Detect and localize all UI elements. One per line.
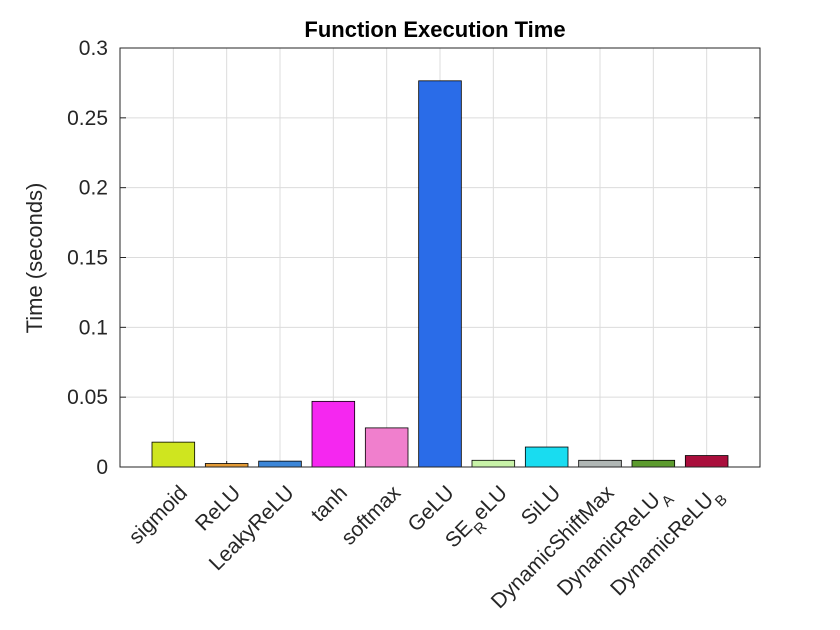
y-tick-label: 0.2 (79, 177, 108, 200)
plot-frame (119, 47, 761, 468)
x-tick-label-main: sigmoid (124, 481, 191, 548)
bar-dynamicrelua (631, 459, 676, 468)
bar-dynamicrelub (684, 455, 729, 468)
x-tick-label: sigmoid (124, 481, 191, 548)
x-tick-label-group: softmax (337, 481, 406, 550)
bars-layer (151, 80, 729, 468)
x-tick-label: softmax (337, 481, 406, 550)
y-tick-labels: 0 0.05 0.1 0.15 0.2 0.25 0.3 (67, 37, 108, 479)
x-tick-label-group: sigmoid (124, 481, 191, 548)
y-tick-label: 0.25 (67, 107, 108, 130)
y-tick-label: 0.1 (79, 316, 108, 339)
y-tick-label: 0.15 (67, 247, 108, 270)
y-tick-label: 0.3 (79, 37, 108, 60)
x-tick-label-main: SiLU (517, 481, 565, 529)
bar-softmax (364, 427, 409, 468)
x-tick-label-main: softmax (337, 481, 406, 550)
bar-leakyrelu (258, 460, 302, 468)
bar-relu (204, 463, 249, 468)
x-tick-label-group: tanh (307, 481, 352, 526)
bar-dynamicshiftmax (578, 459, 622, 468)
bar-gelu (418, 80, 462, 468)
y-tick-label: 0 (96, 456, 108, 479)
x-tick-label-main: tanh (307, 481, 352, 526)
bar-sigmoid (151, 441, 196, 468)
y-axis-label: Time (seconds) (22, 183, 47, 334)
chart-title: Function Execution Time (304, 17, 565, 42)
x-tick-label: SiLU (517, 481, 565, 529)
bar-ser (471, 459, 516, 468)
bar-tanh (311, 400, 356, 468)
x-tick-label-main: SE (441, 516, 477, 552)
y-tick-label: 0.05 (67, 386, 108, 409)
x-tick-label-group: SiLU (517, 481, 565, 529)
x-tick-label-suffix: eLU (468, 481, 512, 525)
x-tick-label: tanh (307, 481, 352, 526)
bar-silu (524, 446, 569, 468)
